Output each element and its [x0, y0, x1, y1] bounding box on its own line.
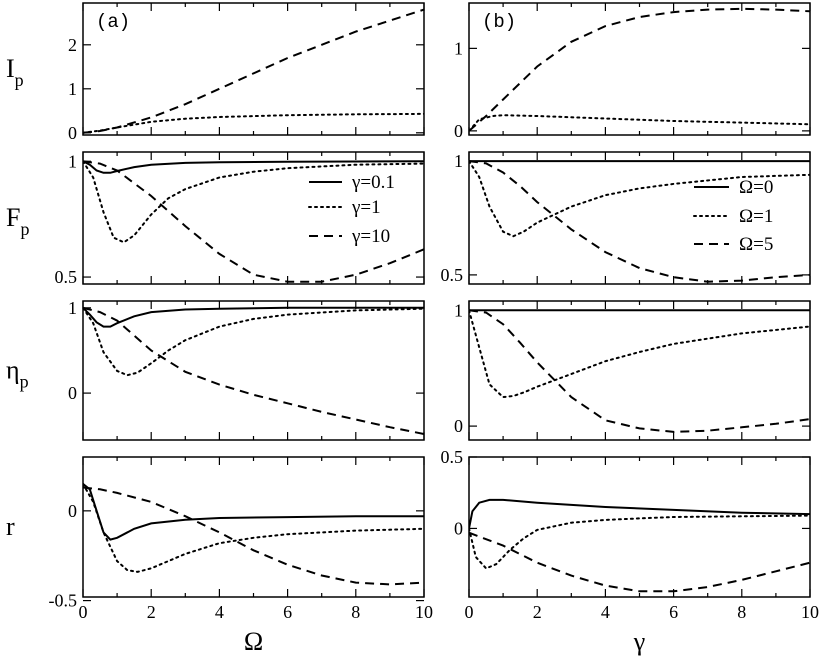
y-tick-label: 1 [454, 151, 463, 171]
series-dotted-line [469, 309, 810, 399]
y-tick-label: 0 [68, 383, 77, 403]
legend-label: γ=1 [351, 197, 381, 218]
x-tick-label: 0 [79, 602, 88, 622]
plot-frame [468, 300, 811, 441]
legend-label: Ω=1 [739, 206, 773, 227]
y-tick-label: 0.5 [55, 267, 78, 287]
x-axis-title: Ω [244, 627, 263, 656]
y-axis-title: Fp [6, 203, 29, 239]
series-dashed-line [83, 486, 424, 586]
series-solid-line [83, 160, 424, 174]
x-tick-label: 6 [669, 602, 678, 622]
x-tick-label: 10 [415, 602, 433, 622]
x-tick-label: 4 [215, 602, 224, 622]
x-tick-label: 10 [801, 602, 819, 622]
y-tick-label: -0.5 [49, 591, 78, 611]
legend-label: Ω=0 [739, 177, 773, 198]
y-tick-label: 0 [68, 501, 77, 521]
panel-b-row2: 01 [454, 300, 811, 441]
y-tick-label: 2 [68, 35, 77, 55]
y-axis-title-subscript: p [20, 219, 29, 239]
panel-b-row0: 0 1 (b) [454, 2, 811, 141]
y-tick-label: 1 [454, 300, 463, 320]
x-axis-title: γ [633, 627, 646, 656]
x-tick-label: 0 [465, 602, 474, 622]
legend-label: γ=0.1 [351, 172, 395, 193]
series-dotted-line [83, 112, 424, 134]
plot-frame [82, 300, 425, 441]
series-dotted-line [83, 482, 424, 573]
y-axis-title-subscript: p [20, 372, 29, 392]
series-dashed-line [83, 160, 424, 283]
series-dashed-line [83, 8, 424, 134]
y-tick-label: 0 [68, 123, 77, 143]
panel-a-row0: 0 1 2 Ip (a) [6, 2, 425, 143]
x-tick-label: 4 [601, 602, 610, 622]
y-axis-title: ηp [6, 356, 29, 392]
y-tick-label: 0.5 [441, 447, 464, 467]
y-tick-label: 0 [454, 121, 463, 141]
panel-a-row1: 0.5 1 Fp γ=0.1 γ=1 γ=10 [6, 151, 425, 287]
y-axis-title-subscript: p [15, 70, 24, 90]
plot-frame [82, 2, 425, 136]
series-dotted-line [469, 514, 810, 570]
plot-frame [82, 456, 425, 598]
series-solid-line [83, 483, 424, 541]
y-axis-title: r [6, 512, 15, 541]
panel-a-row2: 0 1 ηp [6, 298, 425, 441]
series-dashed-line [469, 7, 810, 132]
series-dashed-line [83, 306, 424, 435]
y-tick-label: 0.5 [441, 265, 464, 285]
series-dotted-line [469, 160, 810, 238]
series-solid-line [469, 498, 810, 529]
series-dashed-line [469, 531, 810, 593]
y-axis-title: Ip [6, 54, 24, 90]
x-tick-label: 8 [737, 602, 746, 622]
series-dotted-line [83, 160, 424, 244]
panel-tag: (a) [96, 11, 130, 33]
panel-b-row3: 0 0.5 0 2 4 6 8 10 γ [441, 447, 820, 656]
y-tick-label: 1 [68, 298, 77, 318]
panel-tag: (b) [482, 11, 516, 33]
x-tick-label: 2 [147, 602, 156, 622]
legend-label: Ω=5 [739, 234, 773, 255]
y-tick-label: 1 [68, 79, 77, 99]
series-dashed-line [469, 309, 810, 433]
series-dotted-line [83, 306, 424, 377]
y-tick-label: 1 [68, 151, 77, 171]
panel-b-row1: 0.5 1 Ω=0 Ω=1 Ω=5 [441, 151, 811, 285]
legend-label: γ=10 [351, 226, 390, 247]
x-tick-label: 2 [533, 602, 542, 622]
y-tick-label: 1 [454, 38, 463, 58]
y-tick-label: 0 [454, 416, 463, 436]
y-tick-label: 0 [454, 518, 463, 538]
series-dotted-line [469, 114, 810, 132]
x-tick-label: 6 [283, 602, 292, 622]
x-tick-label: 8 [351, 602, 360, 622]
